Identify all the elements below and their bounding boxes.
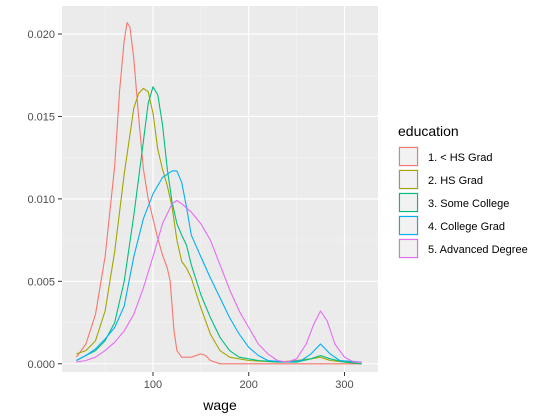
legend-item-4[interactable]: 4. College Grad [398, 215, 505, 236]
legend-key [398, 215, 419, 236]
legend-items: 1. < HS Grad 2. HS Grad 3. Some College 4. … [398, 146, 528, 259]
plot-panel [62, 6, 378, 372]
series-line-1 [75, 21, 362, 365]
legend-label: 2. HS Grad [428, 175, 483, 187]
series-line-5 [76, 199, 362, 363]
legend-key [398, 146, 419, 167]
legend-key [398, 238, 419, 259]
legend-item-1[interactable]: 1. < HS Grad [398, 146, 493, 167]
legend-key-bg [398, 169, 419, 190]
legend-key-bg [398, 215, 419, 236]
legend-key [398, 169, 419, 190]
legend-label: 5. Advanced Degree [428, 244, 528, 256]
x-tick-label: 100 [144, 379, 162, 391]
legend-item-5[interactable]: 5. Advanced Degree [398, 238, 528, 259]
y-tick-label: 0.005 [27, 276, 55, 288]
legend-item-3[interactable]: 3. Some College [398, 192, 509, 213]
y-tick-label: 0.010 [27, 194, 55, 206]
legend[interactable]: education 1. < HS Grad 2. HS Grad 3. Some … [398, 123, 528, 259]
legend-key-bg [398, 238, 419, 259]
y-tick-label: 0.000 [27, 359, 55, 371]
x-axis-title: wage [202, 397, 237, 413]
y-tick-label: 0.015 [27, 111, 55, 123]
legend-label: 1. < HS Grad [428, 152, 493, 164]
legend-key [398, 192, 419, 213]
legend-key-bg [398, 146, 419, 167]
x-tick-label: 300 [335, 379, 353, 391]
series-line-4 [76, 170, 362, 363]
x-axis: 100 200 300 [144, 372, 354, 391]
density-lines [75, 21, 362, 365]
y-axis: 0.000 0.005 0.010 0.015 0.020 [27, 29, 62, 371]
series-line-3 [76, 86, 362, 365]
y-tick-label: 0.020 [27, 29, 55, 41]
x-tick-label: 200 [240, 379, 258, 391]
major-gridlines [62, 6, 378, 372]
legend-title: education [398, 123, 459, 139]
legend-label: 4. College Grad [428, 221, 505, 233]
legend-label: 3. Some College [428, 198, 509, 210]
legend-item-2[interactable]: 2. HS Grad [398, 169, 483, 190]
legend-key-bg [398, 192, 419, 213]
